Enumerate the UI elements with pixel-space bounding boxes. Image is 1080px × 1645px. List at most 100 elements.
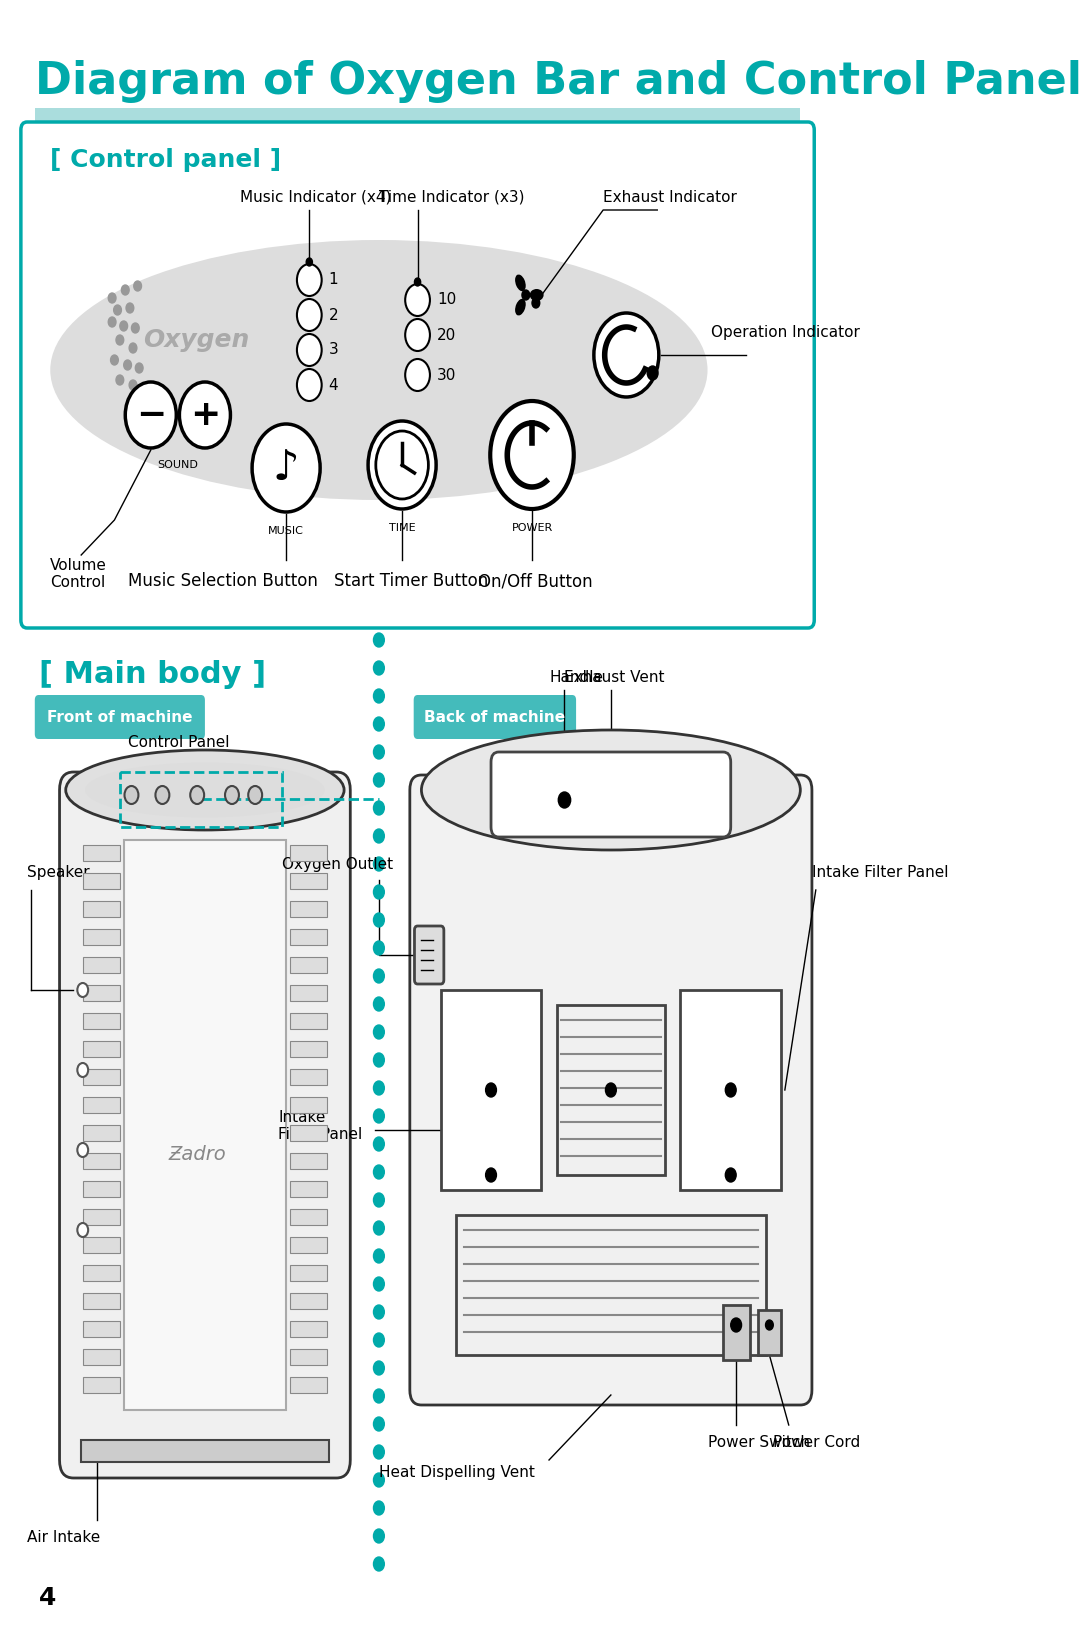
Ellipse shape <box>85 763 325 818</box>
Circle shape <box>297 334 322 365</box>
Circle shape <box>376 431 429 498</box>
Text: Power Switch: Power Switch <box>707 1434 810 1449</box>
Circle shape <box>374 857 384 870</box>
Circle shape <box>374 1388 384 1403</box>
Text: Operation Indicator: Operation Indicator <box>712 326 861 341</box>
Text: SOUND: SOUND <box>158 461 199 470</box>
Circle shape <box>374 1249 384 1263</box>
Circle shape <box>374 1165 384 1179</box>
Circle shape <box>374 689 384 702</box>
Bar <box>83 873 120 888</box>
Circle shape <box>490 401 573 508</box>
Circle shape <box>374 801 384 814</box>
Text: Speaker: Speaker <box>27 865 90 880</box>
Bar <box>289 985 327 1002</box>
Text: Front of machine: Front of machine <box>48 709 192 724</box>
Circle shape <box>374 1025 384 1040</box>
Circle shape <box>415 278 420 286</box>
Bar <box>83 1125 120 1142</box>
Text: Start Timer Button: Start Timer Button <box>334 572 488 591</box>
Text: Back of machine: Back of machine <box>424 709 566 724</box>
Ellipse shape <box>515 299 526 316</box>
Bar <box>289 901 327 916</box>
Circle shape <box>374 1558 384 1571</box>
Text: Ƶadro: Ƶadro <box>168 1145 226 1165</box>
Circle shape <box>374 633 384 646</box>
Bar <box>289 1097 327 1114</box>
Circle shape <box>179 382 230 447</box>
Circle shape <box>374 717 384 730</box>
Circle shape <box>374 1472 384 1487</box>
Bar <box>289 1209 327 1226</box>
Text: MUSIC: MUSIC <box>268 526 305 536</box>
Circle shape <box>374 1053 384 1068</box>
Bar <box>83 1041 120 1058</box>
Circle shape <box>374 1360 384 1375</box>
Bar <box>83 901 120 916</box>
Circle shape <box>374 1193 384 1207</box>
FancyBboxPatch shape <box>409 775 812 1405</box>
Circle shape <box>132 322 139 332</box>
Ellipse shape <box>515 275 526 291</box>
Bar <box>289 873 327 888</box>
Bar <box>758 1309 781 1355</box>
Text: Handle: Handle <box>549 670 603 684</box>
Text: Control Panel: Control Panel <box>127 735 229 750</box>
Bar <box>289 1377 327 1393</box>
Circle shape <box>374 941 384 956</box>
Circle shape <box>374 997 384 1012</box>
Circle shape <box>374 885 384 900</box>
Circle shape <box>78 1222 89 1237</box>
Text: Power Cord: Power Cord <box>773 1434 861 1449</box>
Text: 4: 4 <box>328 377 338 393</box>
Bar <box>83 957 120 972</box>
Circle shape <box>594 313 659 396</box>
Circle shape <box>374 661 384 674</box>
Text: POWER: POWER <box>512 523 553 533</box>
Circle shape <box>726 1082 737 1097</box>
Text: Music Indicator (x4): Music Indicator (x4) <box>240 191 391 206</box>
Bar <box>83 1069 120 1086</box>
Bar <box>680 990 781 1189</box>
FancyBboxPatch shape <box>414 694 576 739</box>
Text: 10: 10 <box>437 293 456 308</box>
Text: +: + <box>190 398 220 433</box>
Text: Exhaust Vent: Exhaust Vent <box>565 670 665 684</box>
Circle shape <box>78 1063 89 1077</box>
Bar <box>289 1013 327 1030</box>
Circle shape <box>297 368 322 401</box>
Bar <box>441 990 541 1189</box>
Bar <box>35 109 800 122</box>
Ellipse shape <box>421 730 800 850</box>
Circle shape <box>124 360 132 370</box>
Bar <box>83 1097 120 1114</box>
Text: Air Intake: Air Intake <box>27 1530 100 1545</box>
Circle shape <box>120 321 127 331</box>
Ellipse shape <box>66 750 345 831</box>
Circle shape <box>374 1500 384 1515</box>
Text: On/Off Button: On/Off Button <box>477 572 593 591</box>
Text: −: − <box>136 398 166 433</box>
Circle shape <box>374 773 384 786</box>
FancyBboxPatch shape <box>491 752 731 837</box>
Circle shape <box>225 786 239 804</box>
Circle shape <box>125 382 176 447</box>
Text: 1: 1 <box>328 273 338 288</box>
FancyBboxPatch shape <box>415 926 444 984</box>
Text: Exhaust Indicator: Exhaust Indicator <box>603 191 737 206</box>
Text: Intake
Filter Panel: Intake Filter Panel <box>279 1110 363 1142</box>
Bar <box>289 1349 327 1365</box>
Text: [ Control panel ]: [ Control panel ] <box>51 148 282 173</box>
Bar <box>81 1439 328 1462</box>
Text: 30: 30 <box>437 367 456 383</box>
Bar <box>289 1041 327 1058</box>
Text: Oxygen: Oxygen <box>143 327 249 352</box>
Circle shape <box>190 786 204 804</box>
Bar <box>83 985 120 1002</box>
Bar <box>289 929 327 944</box>
Text: TIME: TIME <box>389 523 416 533</box>
Circle shape <box>374 745 384 758</box>
Circle shape <box>766 1319 773 1331</box>
Circle shape <box>374 1304 384 1319</box>
Circle shape <box>252 424 320 512</box>
